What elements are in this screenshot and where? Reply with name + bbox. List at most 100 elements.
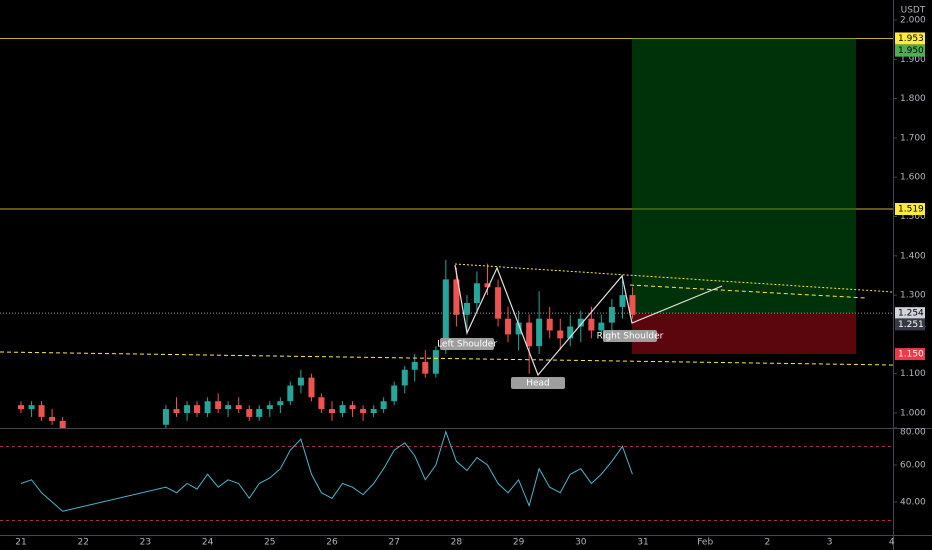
candle-body: [256, 409, 263, 417]
candle-body: [619, 295, 626, 307]
pattern-drawing: [0, 263, 893, 377]
date-label: Feb: [697, 538, 713, 548]
candle-body: [629, 295, 636, 315]
price-tick-label: 1.400: [900, 251, 926, 261]
price-tag: [895, 203, 925, 216]
label-box: [440, 338, 494, 350]
candle-body: [349, 405, 356, 410]
price-tick-label: 1.900: [900, 55, 926, 65]
price-tick-label: 1.100: [900, 369, 926, 379]
pattern-label: Left Shoulder: [437, 340, 497, 350]
candle-body: [401, 369, 408, 386]
candle-body: [49, 416, 56, 421]
candle-body: [194, 405, 201, 413]
candle-body: [329, 409, 335, 413]
candle-body: [608, 306, 615, 323]
candle-body: [484, 283, 491, 288]
candle-body: [277, 401, 284, 406]
candle-body: [28, 405, 35, 410]
pattern-label: Head: [526, 379, 550, 389]
trendline: [629, 284, 867, 299]
candle-body: [225, 405, 232, 410]
candle-body: [360, 409, 367, 413]
candle-body: [266, 405, 273, 410]
trendline: [454, 263, 893, 293]
price-tick-label: 1.300: [900, 291, 926, 301]
candle-body: [59, 420, 66, 428]
price-tag-label: 1.950: [898, 46, 924, 56]
neckline: [0, 351, 893, 366]
price-tag-label: 1.254: [898, 309, 924, 319]
date-label: 25: [264, 538, 275, 548]
price-tick-label: 2.000: [900, 16, 926, 26]
candle-body: [505, 318, 512, 335]
profit-zone: [632, 38, 856, 314]
candle-body: [318, 397, 325, 410]
candle-body: [473, 283, 480, 303]
date-label: 30: [575, 538, 587, 548]
candle-body: [38, 405, 45, 417]
candle-body: [297, 377, 304, 386]
axis-unit: USDT: [901, 6, 926, 16]
price-tick-label: 1.700: [900, 133, 926, 143]
candle-body: [432, 350, 439, 374]
candle-body: [339, 405, 346, 413]
rsi-tick-label: 40.00: [900, 498, 926, 508]
price-tick-label: 1.500: [900, 212, 926, 222]
candle-body: [598, 322, 605, 331]
candle-body: [495, 287, 502, 319]
price-tag: [895, 348, 925, 361]
candle-body: [588, 318, 595, 331]
candle-body: [246, 409, 253, 417]
pattern-label: Right Shoulder: [597, 332, 664, 342]
candle-body: [422, 361, 429, 374]
candle-body: [453, 279, 460, 315]
date-label: 3: [827, 538, 833, 548]
price-tick-label: 1.000: [900, 409, 926, 419]
price-tag: [895, 307, 925, 320]
candle-body: [411, 361, 418, 370]
date-label: 24: [202, 538, 214, 548]
price-tag-label: 1.519: [898, 205, 924, 215]
price-tag-label: 1.150: [898, 350, 924, 360]
candle-body: [287, 385, 294, 402]
candle-body: [567, 326, 574, 339]
candle-body: [463, 302, 470, 315]
label-box: [511, 377, 565, 389]
date-label: 21: [15, 538, 26, 548]
candle-body: [370, 409, 377, 413]
candle-body: [380, 401, 387, 410]
price-tag-label: 1.953: [898, 34, 924, 44]
head-shoulders: [454, 264, 723, 377]
loss-zone: [632, 313, 856, 355]
date-label: 31: [637, 538, 648, 548]
price-pane: [0, 38, 893, 428]
candle-body: [162, 409, 169, 425]
candle-body: [215, 401, 222, 410]
price-tick-label: 1.600: [900, 173, 926, 183]
price-tag-label: 1.251: [898, 320, 924, 330]
candle-body: [557, 330, 564, 339]
price-tag: [895, 44, 925, 57]
date-label: 28: [451, 538, 463, 548]
candle-body: [204, 401, 211, 413]
date-label: 26: [326, 538, 338, 548]
candle-body: [235, 405, 242, 410]
date-label: 4: [889, 538, 895, 548]
rsi-tick-label: 80.00: [900, 428, 926, 438]
date-label: 22: [77, 538, 88, 548]
candle-body: [18, 405, 24, 410]
label-box: [603, 330, 657, 342]
date-label: 23: [140, 538, 151, 548]
rsi-line: [20, 430, 633, 512]
price-tag: [895, 32, 925, 45]
candle-body: [546, 318, 553, 331]
candle-body: [391, 385, 398, 402]
candle-body: [184, 405, 191, 413]
candle-body: [577, 318, 584, 327]
candle-body: [173, 409, 180, 413]
price-tick-label: 1.800: [900, 94, 926, 104]
candle-body: [308, 377, 315, 398]
